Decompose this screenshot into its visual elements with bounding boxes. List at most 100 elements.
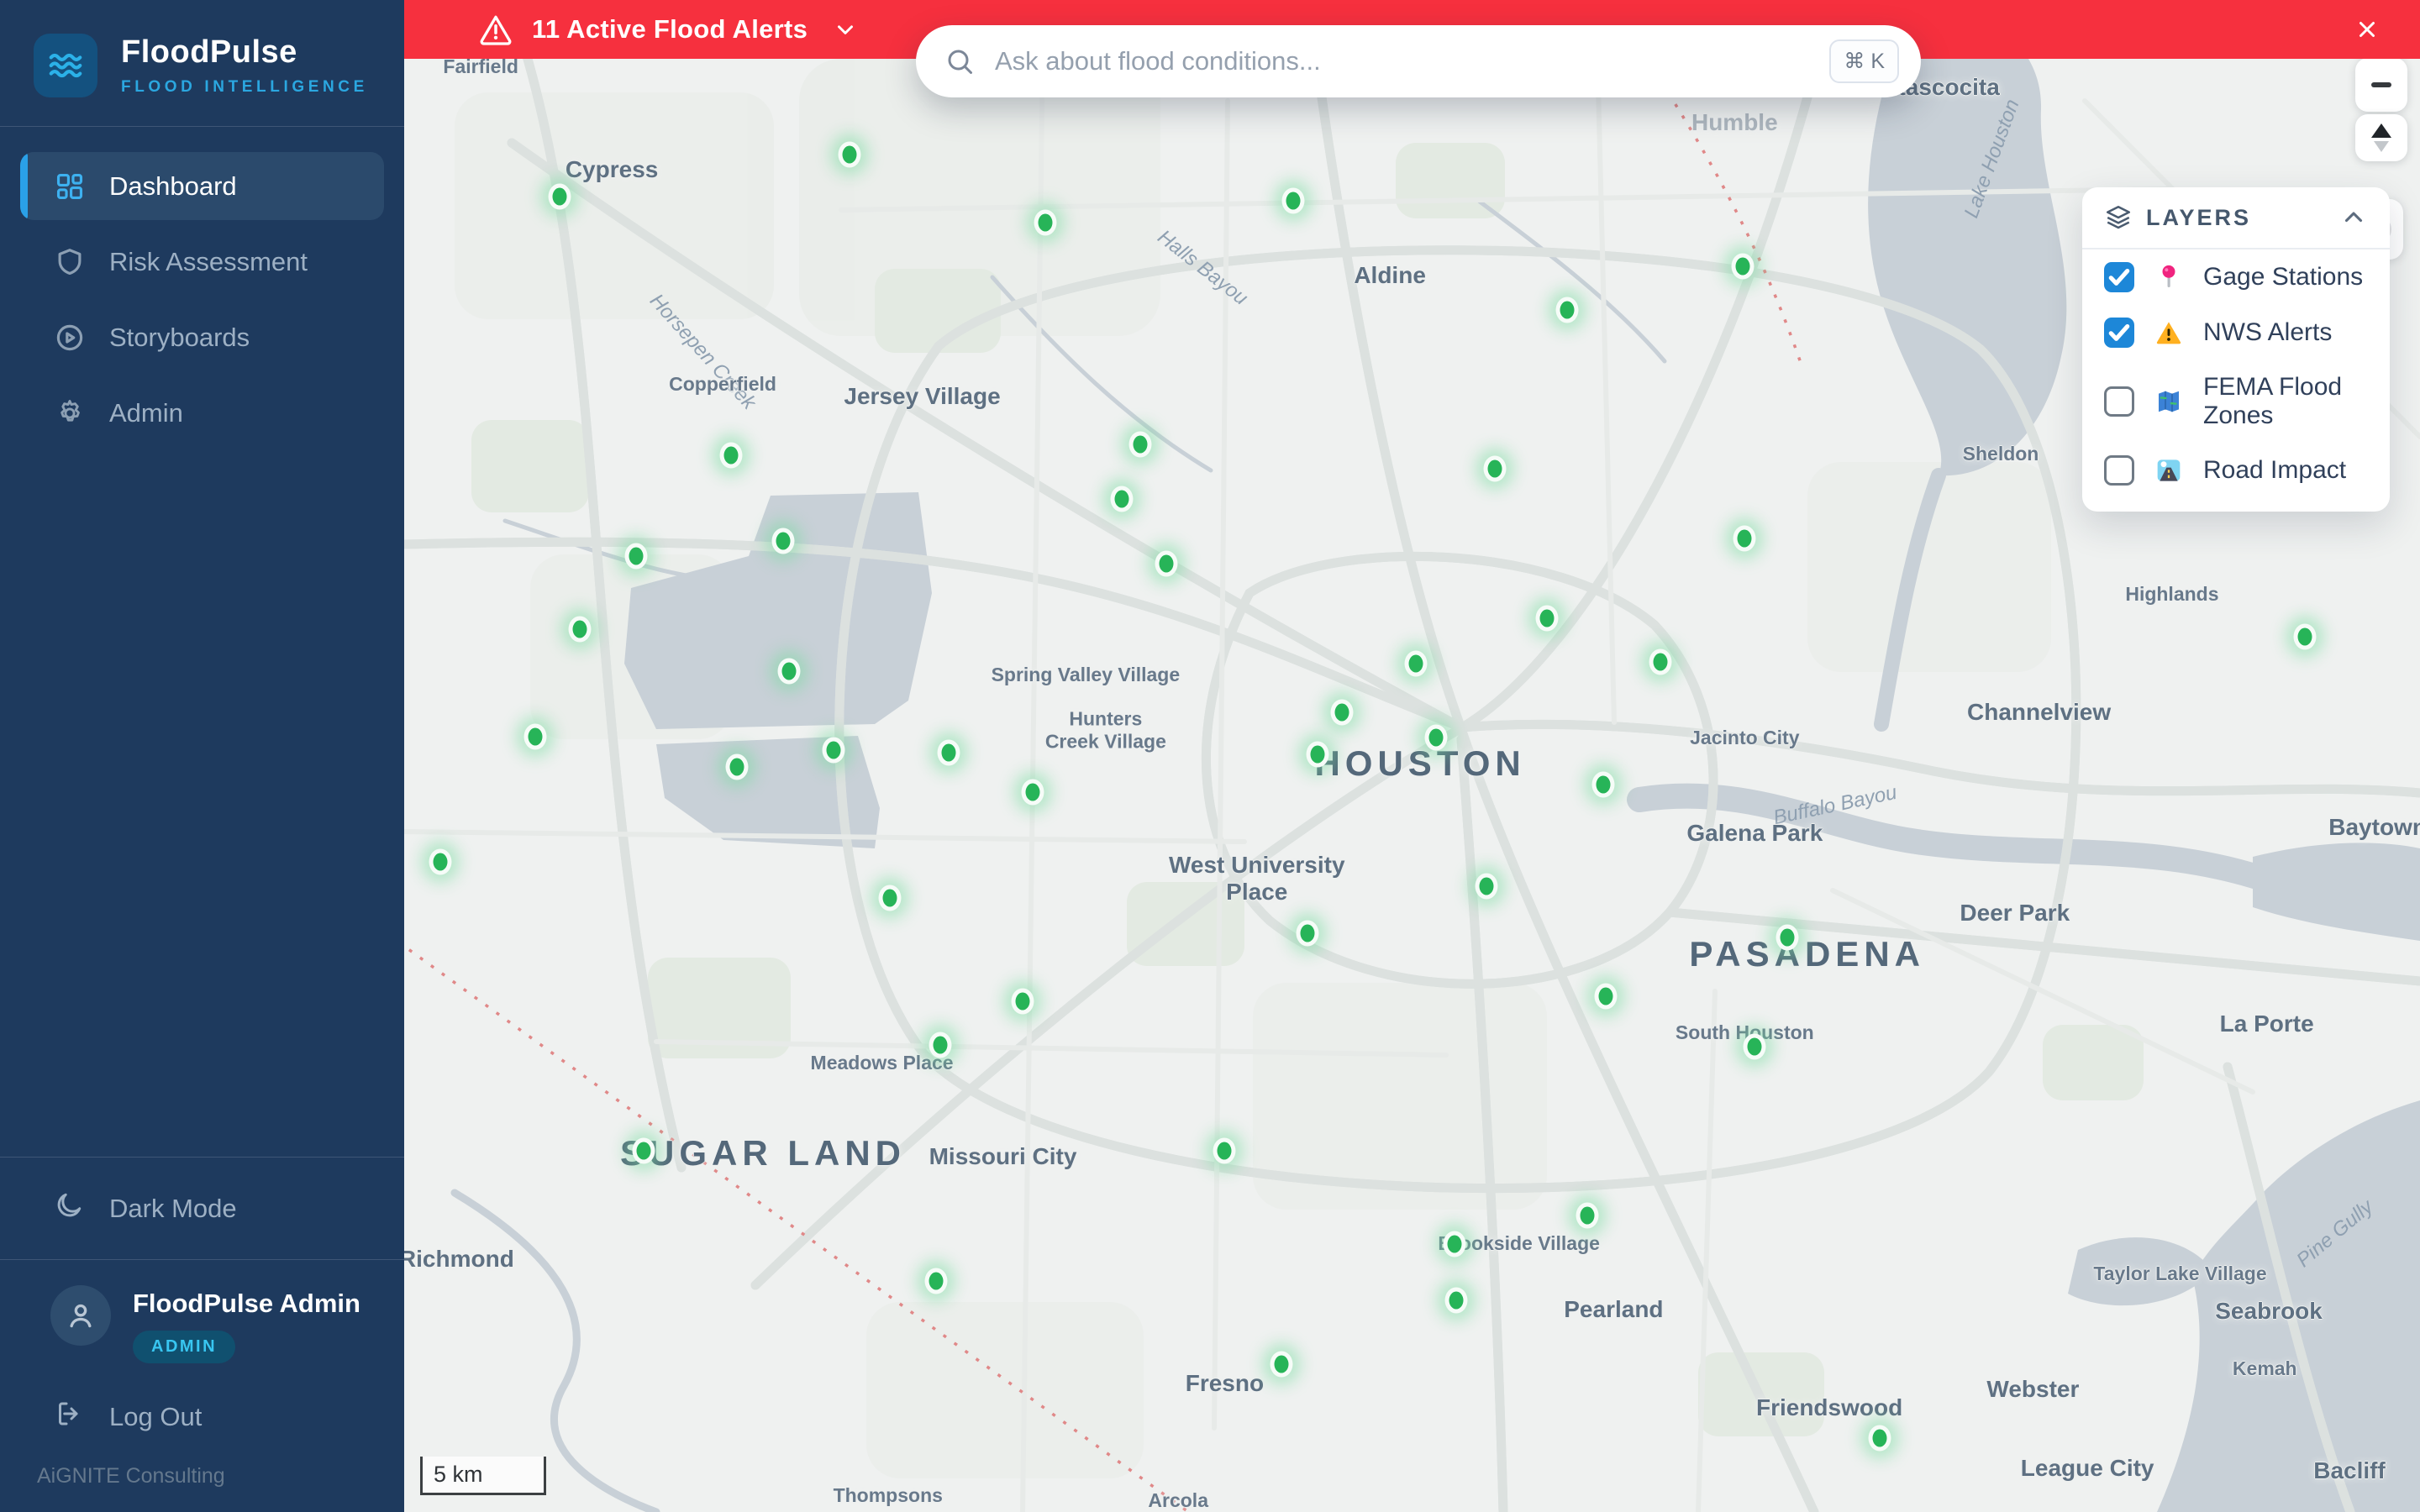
keyboard-shortcut-badge: ⌘ K xyxy=(1829,39,1899,83)
gage-station-marker[interactable] xyxy=(1483,455,1507,482)
search-input[interactable] xyxy=(995,46,1830,76)
sidebar-item-dashboard[interactable]: Dashboard xyxy=(20,152,384,220)
road-icon xyxy=(2153,456,2185,485)
pin-icon xyxy=(2153,263,2185,291)
map-city-label: Highlands xyxy=(2125,583,2219,606)
gage-station-marker[interactable] xyxy=(937,739,960,766)
flood-map[interactable]: Horsepen Creek Halls Bayou Buffalo Bayou La… xyxy=(404,0,2420,1512)
gage-station-marker[interactable] xyxy=(771,528,795,554)
gage-station-marker[interactable] xyxy=(822,737,845,764)
checkbox-checked[interactable] xyxy=(2104,262,2134,292)
gage-station-marker[interactable] xyxy=(1011,988,1034,1015)
sidebar-item-label: Risk Assessment xyxy=(109,246,308,276)
gage-station-marker[interactable] xyxy=(632,1137,655,1164)
pitch-control-button[interactable] xyxy=(2355,114,2407,161)
gage-station-marker[interactable] xyxy=(1868,1425,1891,1452)
gage-station-marker[interactable] xyxy=(1576,1202,1599,1229)
zoom-out-button[interactable] xyxy=(2355,58,2407,112)
sidebar-item-admin[interactable]: Admin xyxy=(20,379,384,447)
checkbox-unchecked[interactable] xyxy=(2104,455,2134,486)
gage-station-marker[interactable] xyxy=(1155,550,1178,577)
map-city-label: Kemah xyxy=(2232,1357,2297,1379)
map-city-label: Meadows Place xyxy=(810,1052,954,1074)
divider xyxy=(0,1259,404,1260)
layer-label: FEMA Flood Zones xyxy=(2203,373,2343,429)
role-badge: ADMIN xyxy=(133,1331,236,1363)
gage-station-marker[interactable] xyxy=(725,753,749,780)
gage-station-marker[interactable] xyxy=(1213,1137,1236,1164)
gage-station-marker[interactable] xyxy=(838,141,861,168)
map-city-label: Bacliff xyxy=(2313,1457,2386,1484)
search-bar: ⌘ K xyxy=(916,25,1921,97)
gage-station-marker[interactable] xyxy=(1270,1351,1293,1378)
main-area: Horsepen Creek Halls Bayou Buffalo Bayou La… xyxy=(404,0,2420,1512)
gage-station-marker[interactable] xyxy=(1404,650,1428,677)
alert-expand-button[interactable] xyxy=(833,17,858,42)
gage-station-marker[interactable] xyxy=(1733,525,1756,552)
gage-station-marker[interactable] xyxy=(1591,771,1615,798)
gage-station-marker[interactable] xyxy=(777,658,801,685)
gage-station-marker[interactable] xyxy=(1555,297,1579,323)
minus-icon xyxy=(2371,82,2391,87)
sidebar-item-label: Admin xyxy=(109,397,183,428)
gage-station-marker[interactable] xyxy=(429,848,452,875)
map-basemap xyxy=(404,0,2420,1512)
gage-station-marker[interactable] xyxy=(568,616,592,643)
layer-rows: Gage Stations NWS Alerts FEMA Flood Zones R… xyxy=(2082,249,2390,498)
dark-mode-toggle[interactable]: Dark Mode xyxy=(0,1158,404,1259)
gage-station-marker[interactable] xyxy=(1306,741,1329,768)
map-city-label: La Porte xyxy=(2219,1010,2314,1037)
gage-station-marker[interactable] xyxy=(523,723,547,750)
layer-row-gage-stations[interactable]: Gage Stations xyxy=(2082,249,2390,305)
gage-station-marker[interactable] xyxy=(1281,187,1305,214)
gage-station-marker[interactable] xyxy=(1594,983,1618,1010)
sidebar-item-storyboards[interactable]: Storyboards xyxy=(20,303,384,371)
gage-station-marker[interactable] xyxy=(1296,920,1319,947)
checkbox-checked[interactable] xyxy=(2104,318,2134,348)
gage-station-marker[interactable] xyxy=(719,442,743,469)
gage-station-marker[interactable] xyxy=(1034,209,1057,236)
gage-station-marker[interactable] xyxy=(929,1032,952,1058)
gage-station-marker[interactable] xyxy=(1424,724,1448,751)
scale-label: 5 km xyxy=(434,1462,483,1487)
gage-station-marker[interactable] xyxy=(1776,924,1799,951)
gage-station-marker[interactable] xyxy=(1475,873,1498,900)
map-city-label: SUGAR LAND xyxy=(620,1133,907,1173)
gage-station-marker[interactable] xyxy=(1649,648,1672,675)
shield-icon xyxy=(54,246,86,278)
layers-panel-header[interactable]: LAYERS xyxy=(2082,187,2390,249)
gage-station-marker[interactable] xyxy=(1021,779,1044,806)
checkbox-unchecked[interactable] xyxy=(2104,386,2134,417)
brand-tagline: FLOOD INTELLIGENCE xyxy=(121,78,368,96)
gage-station-marker[interactable] xyxy=(1444,1287,1468,1314)
divider xyxy=(0,126,404,127)
layer-row-fema-flood-zones[interactable]: FEMA Flood Zones xyxy=(2082,360,2390,443)
gage-station-marker[interactable] xyxy=(1330,699,1354,726)
divider xyxy=(0,1157,404,1158)
layer-label: Gage Stations xyxy=(2203,263,2364,291)
layer-row-road-impact[interactable]: Road Impact xyxy=(2082,443,2390,498)
gage-station-marker[interactable] xyxy=(1743,1033,1766,1060)
gage-station-marker[interactable] xyxy=(1128,431,1152,458)
layer-row-nws-alerts[interactable]: NWS Alerts xyxy=(2082,305,2390,360)
gage-station-marker[interactable] xyxy=(2293,623,2317,650)
gage-station-marker[interactable] xyxy=(624,543,648,570)
gage-station-marker[interactable] xyxy=(1731,253,1754,280)
gage-station-marker[interactable] xyxy=(878,885,902,911)
gage-station-marker[interactable] xyxy=(548,183,571,210)
alert-close-button[interactable] xyxy=(2348,10,2386,49)
chevron-up-icon[interactable] xyxy=(2339,203,2368,232)
logout-button[interactable]: Log Out xyxy=(0,1392,404,1442)
layers-panel: LAYERS Gage Stations NWS Alerts FEMA Flood… xyxy=(2082,187,2390,512)
layer-label: NWS Alerts xyxy=(2203,318,2333,346)
logout-label: Log Out xyxy=(109,1402,203,1431)
map-city-label: Taylor Lake Village xyxy=(2093,1262,2267,1284)
map-city-label: Sheldon xyxy=(1962,442,2039,465)
warning-triangle-icon xyxy=(480,15,512,45)
gage-station-marker[interactable] xyxy=(1110,486,1134,512)
play-circle-icon xyxy=(54,322,86,354)
gage-station-marker[interactable] xyxy=(1443,1231,1466,1257)
gage-station-marker[interactable] xyxy=(1535,605,1559,632)
sidebar-item-risk-assessment[interactable]: Risk Assessment xyxy=(20,228,384,296)
gage-station-marker[interactable] xyxy=(924,1268,948,1294)
